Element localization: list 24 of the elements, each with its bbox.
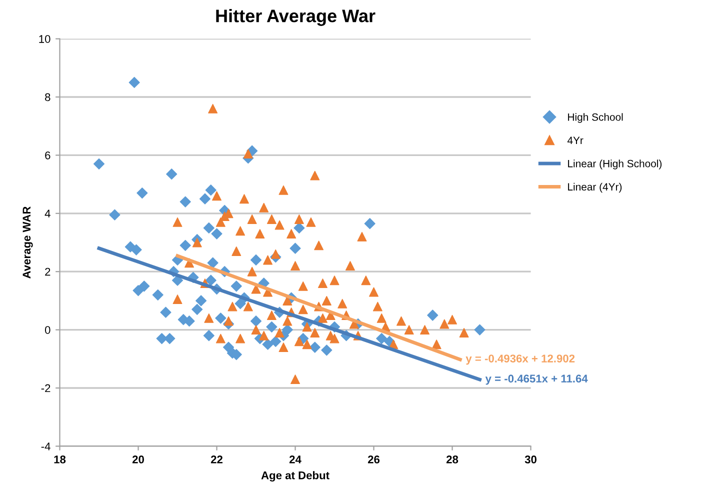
y-tick-label: 0 xyxy=(44,326,50,334)
x-tick-label: 20 xyxy=(132,456,144,464)
y-tick-label: 10 xyxy=(39,35,50,43)
y-tick-label: -4 xyxy=(41,442,50,450)
x-tick-label: 24 xyxy=(289,456,302,464)
y-tick-label: 6 xyxy=(45,151,50,160)
y-tick-label: -2 xyxy=(41,384,50,392)
annotation: y = -0.4651x + 11.64 xyxy=(485,374,588,385)
x-axis-title: Age at Debut xyxy=(261,471,330,482)
x-tick-label: 22 xyxy=(210,456,222,464)
legend-label: 4Yr xyxy=(567,136,584,144)
x-tick-label: 30 xyxy=(524,456,536,464)
x-tick-label: 26 xyxy=(368,456,380,464)
x-tick-label: 18 xyxy=(54,456,66,464)
y-tick-label: 4 xyxy=(44,210,50,218)
legend-label: High School xyxy=(568,113,623,123)
annotation: y = -0.4936x + 12.902 xyxy=(466,354,575,365)
y-tick-label: 8 xyxy=(45,93,50,102)
legend-label: Linear (4Yr) xyxy=(568,182,622,193)
legend-label: Linear (High School) xyxy=(568,160,662,170)
y-tick-label: 2 xyxy=(45,268,50,276)
chart-title: Hitter Average War xyxy=(216,9,376,26)
x-tick-label: 28 xyxy=(446,456,458,464)
y-axis-title: Average WAR xyxy=(22,206,33,278)
